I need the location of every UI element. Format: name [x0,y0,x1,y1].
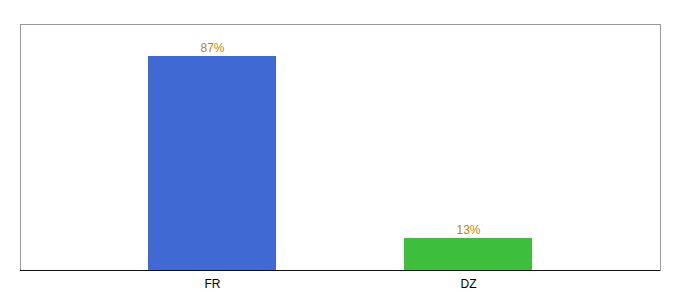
svg-text:87%: 87% [200,41,224,55]
svg-text:FR: FR [205,277,221,291]
svg-text:13%: 13% [456,223,480,237]
svg-text:DZ: DZ [461,277,477,291]
